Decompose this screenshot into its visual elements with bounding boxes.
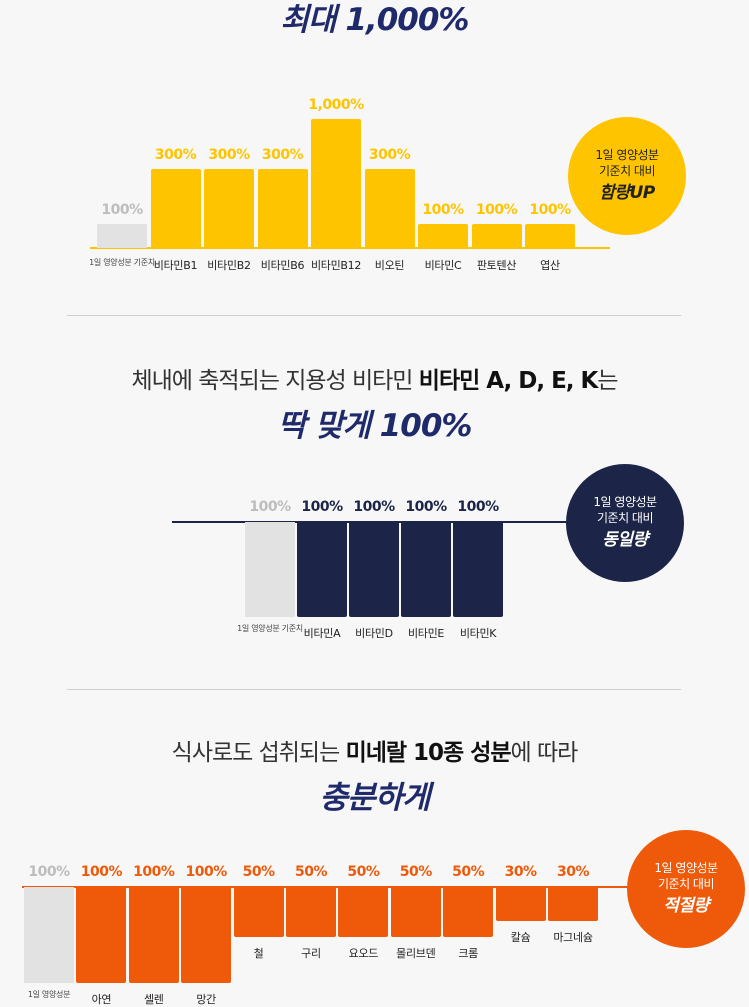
chart-bar [495, 887, 546, 921]
chart-bar [181, 887, 232, 983]
subline-bold: 비타민 A, D, E, K [418, 368, 599, 394]
value-label: 100% [101, 202, 143, 218]
value-label: 100% [301, 499, 343, 515]
category-label: 1일 영양성분 기준치 [89, 258, 155, 267]
section2-badge: 1일 영양성분 기준치 대비 동일량 [566, 464, 684, 582]
category-label: 구리 [301, 947, 321, 960]
chart-bar [390, 887, 441, 937]
value-label: 50% [347, 864, 380, 880]
chart-bar [443, 887, 494, 937]
value-label: 300% [261, 147, 304, 163]
section2-headline: 딱 맞게 100% [277, 408, 473, 444]
section3-badge: 1일 영양성분 기준치 대비 적절량 [627, 830, 745, 948]
chart-bar [245, 522, 295, 617]
section3-subline: 식사로도 섭취되는 미네랄 10종 성분에 따라 [0, 733, 749, 767]
value-label: 300% [208, 147, 250, 163]
chart-bar [233, 887, 284, 937]
category-label: 몰리브덴 [396, 947, 436, 960]
badge-line1: 1일 영양성분 [595, 148, 659, 162]
category-label: 엽산 [540, 259, 560, 272]
badge-line3: 적절량 [663, 896, 709, 916]
chart-bar [453, 522, 503, 617]
badge-line3: 동일량 [602, 530, 648, 550]
value-label: 300% [368, 147, 411, 163]
value-label: 100% [133, 864, 175, 880]
chart-baseline [90, 247, 610, 249]
section-divider [67, 689, 681, 690]
value-label: 300% [154, 147, 197, 163]
badge-line2: 기준치 대비 [598, 164, 656, 178]
value-label: 100% [249, 499, 291, 515]
category-label: 크롬 [458, 947, 478, 960]
category-label: 비타민B6 [260, 259, 305, 272]
category-label: 1일 영양성분 기준치 [237, 624, 303, 633]
chart-bar [204, 169, 254, 248]
value-label: 30% [504, 864, 538, 880]
chart-bar [418, 224, 468, 248]
chart-bar [128, 887, 179, 983]
badge-line2: 기준치 대비 [596, 511, 654, 525]
category-label: 비타민C [424, 259, 462, 272]
category-label: 비타민K [459, 627, 497, 640]
chart-bar [364, 169, 415, 248]
chart-bar [97, 224, 147, 248]
value-label: 50% [399, 864, 433, 880]
category-label: 판토텐산 [476, 259, 517, 272]
chart-bar [286, 887, 336, 937]
value-label: 100% [457, 499, 499, 515]
chart-bar [297, 522, 347, 617]
chart-bar [311, 119, 361, 248]
subline-text: 체내에 축적되는 지용성 비타민 [131, 368, 419, 394]
category-label: 마그네슘 [553, 931, 593, 944]
value-label: 100% [405, 499, 447, 515]
chart-bar [471, 224, 522, 248]
value-label: 100% [185, 864, 228, 880]
chart-bar [401, 522, 451, 617]
subline-text: 식사로도 섭취되는 [171, 740, 346, 766]
section-divider [67, 315, 681, 316]
value-label: 100% [529, 202, 571, 218]
value-label: 100% [353, 499, 395, 515]
value-label: 100% [28, 864, 70, 880]
badge-line1: 1일 영양성분 [593, 495, 657, 509]
section1-badge: 1일 영양성분 기준치 대비 함량UP [568, 117, 686, 235]
category-label: 비타민D [355, 627, 393, 640]
value-label: 100% [80, 864, 123, 880]
category-label: 비타민A [303, 627, 341, 640]
category-label: 비오틴 [374, 259, 405, 272]
value-label: 50% [452, 864, 485, 880]
value-label: 1,000% [308, 97, 364, 113]
subline-text: 에 따라 [510, 740, 579, 766]
category-label: 요오드 [348, 947, 379, 960]
value-label: 50% [242, 864, 276, 880]
badge-line1: 1일 영양성분 [654, 861, 718, 875]
badge-line3: 함량UP [599, 183, 655, 203]
chart-bar [349, 522, 399, 617]
category-label: 비타민B2 [207, 259, 251, 272]
category-label: 1일 영양성분 [27, 990, 71, 999]
chart-bar [24, 887, 74, 983]
chart-bar [257, 169, 308, 248]
badge-line2: 기준치 대비 [657, 877, 715, 891]
value-label: 30% [556, 864, 590, 880]
subline-text: 는 [597, 368, 618, 394]
chart-bar [76, 887, 127, 983]
category-label: 비타민B12 [310, 259, 362, 272]
value-label: 100% [475, 202, 518, 218]
value-label: 100% [422, 202, 464, 218]
chart-bar [150, 169, 201, 248]
category-label: 비타민E [407, 627, 445, 640]
section1-headline: 최대 1,000% [280, 2, 470, 38]
category-label: 철 [253, 947, 264, 960]
category-label: 비타민B1 [153, 259, 198, 272]
section3-headline: 충분하게 [319, 780, 430, 816]
category-label: 망간 [196, 993, 216, 1006]
subline-bold: 미네랄 10종 성분 [345, 740, 512, 766]
value-label: 50% [294, 864, 328, 880]
chart-bar [548, 887, 598, 921]
section2-subline: 체내에 축적되는 지용성 비타민 비타민 A, D, E, K는 [0, 361, 749, 395]
category-label: 칼슘 [510, 931, 531, 944]
chart-bar [525, 224, 575, 248]
chart-bar [338, 887, 389, 937]
